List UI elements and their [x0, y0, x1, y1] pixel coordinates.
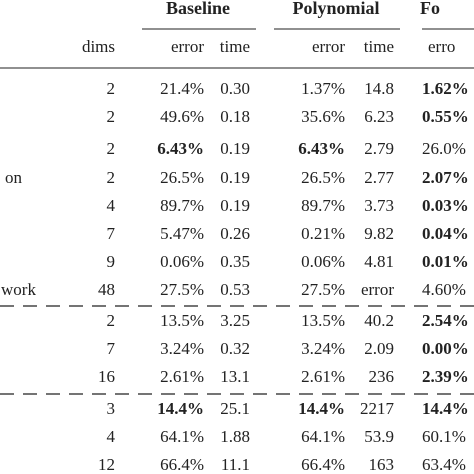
cell: 16	[98, 367, 115, 386]
cell: 0.21%	[301, 224, 345, 243]
cell: 0.04%	[422, 224, 469, 243]
cell: 6.43%	[157, 139, 204, 158]
cell: 0.19	[220, 139, 250, 158]
cell: 3	[107, 399, 116, 418]
cell: 3.24%	[160, 339, 204, 358]
cell: 1.37%	[301, 79, 345, 98]
cell: 5.47%	[160, 224, 204, 243]
cell: 0.06%	[301, 252, 345, 271]
cell: 40.2	[364, 311, 394, 330]
cell: 1.62%	[422, 79, 469, 98]
cell: 2.09	[364, 339, 394, 358]
cell: 66.4%	[160, 455, 204, 474]
cell: 0.18	[220, 107, 250, 126]
cell: 0.35	[220, 252, 250, 271]
cell: 64.1%	[160, 427, 204, 446]
cell: 21.4%	[160, 79, 204, 98]
cell: 0.19	[220, 168, 250, 187]
cell: 11.1	[221, 455, 250, 474]
cell: 60.1%	[422, 427, 466, 446]
cell: 0.55%	[422, 107, 469, 126]
cell: 0.30	[220, 79, 250, 98]
column-header: error	[312, 37, 345, 56]
cell: 0.03%	[422, 196, 469, 215]
group-title: Polynomial	[292, 0, 379, 18]
cell: 3.24%	[301, 339, 345, 358]
column-header: dims	[82, 37, 115, 56]
cell: 4	[107, 427, 116, 446]
cell: 2	[107, 311, 116, 330]
cell: 2.39%	[422, 367, 469, 386]
cell: 6.23	[364, 107, 394, 126]
cell: 2.61%	[160, 367, 204, 386]
cell: 3.25	[220, 311, 250, 330]
cell: 1.88	[220, 427, 250, 446]
cell: 0.26	[220, 224, 250, 243]
column-header: time	[220, 37, 250, 56]
cell: 2.54%	[422, 311, 469, 330]
cell: 13.1	[220, 367, 250, 386]
group-title: Fo	[420, 0, 440, 18]
cell: 163	[369, 455, 395, 474]
cell: 14.8	[364, 79, 394, 98]
cell: 13.5%	[301, 311, 345, 330]
column-header: time	[364, 37, 394, 56]
cell: 2.77	[364, 168, 394, 187]
cell: 236	[369, 367, 395, 386]
cell: 0.32	[220, 339, 250, 358]
cell: 49.6%	[160, 107, 204, 126]
cell: 2	[107, 139, 116, 158]
cell: 48	[98, 280, 115, 299]
cell: 53.9	[364, 427, 394, 446]
cell: 9	[107, 252, 116, 271]
cell: 0.19	[220, 196, 250, 215]
cell: 2.61%	[301, 367, 345, 386]
cell: 7	[107, 224, 116, 243]
cell: 6.43%	[298, 139, 345, 158]
cell: 25.1	[220, 399, 250, 418]
cell: error	[361, 280, 394, 299]
row-label: work	[1, 280, 36, 299]
cell: 2	[107, 168, 116, 187]
cell: 89.7%	[301, 196, 345, 215]
cell: 14.4%	[422, 399, 469, 418]
cell: 0.01%	[422, 252, 469, 271]
cell: 2.07%	[422, 168, 469, 187]
cell: 2.79	[364, 139, 394, 158]
cell: 64.1%	[301, 427, 345, 446]
cell: 0.00%	[422, 339, 469, 358]
cell: 66.4%	[301, 455, 345, 474]
cell: 89.7%	[160, 196, 204, 215]
column-header: error	[171, 37, 204, 56]
cell: 4.81	[364, 252, 394, 271]
cell: 4	[107, 196, 116, 215]
cell: 27.5%	[301, 280, 345, 299]
row-label: on	[5, 168, 23, 187]
cell: 2	[107, 107, 116, 126]
cell: 13.5%	[160, 311, 204, 330]
cell: 14.4%	[298, 399, 345, 418]
cell: 35.6%	[301, 107, 345, 126]
cell: 26.0%	[422, 139, 466, 158]
group-title: Baseline	[166, 0, 230, 18]
cell: 27.5%	[160, 280, 204, 299]
cell: 63.4%	[422, 455, 466, 474]
cell: 12	[98, 455, 115, 474]
cell: 0.53	[220, 280, 250, 299]
column-header: erro	[428, 37, 455, 56]
cell: 2	[107, 79, 116, 98]
cell: 9.82	[364, 224, 394, 243]
cell: 3.73	[364, 196, 394, 215]
cell: 2217	[360, 399, 395, 418]
cell: 26.5%	[301, 168, 345, 187]
cell: 4.60%	[422, 280, 466, 299]
cell: 26.5%	[160, 168, 204, 187]
cell: 14.4%	[157, 399, 204, 418]
cell: 7	[107, 339, 116, 358]
cell: 0.06%	[160, 252, 204, 271]
